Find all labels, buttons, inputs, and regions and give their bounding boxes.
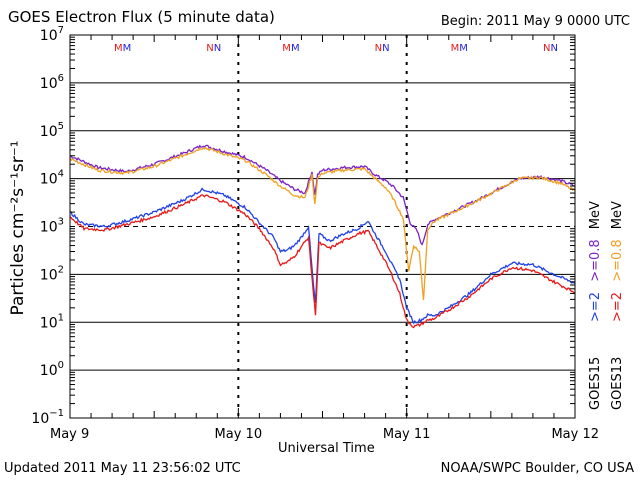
grid-layer [70, 35, 575, 418]
y-tick-label: 101 [40, 312, 64, 331]
y-tick-label: 10−1 [31, 408, 64, 427]
series-line-2 [69, 187, 576, 325]
legend-goes13-2mev: >=2 [610, 291, 625, 322]
marker-label: MM [282, 43, 299, 54]
chart-title: GOES Electron Flux (5 minute data) [8, 8, 275, 26]
y-tick-label: 107 [40, 25, 64, 44]
updated-timestamp: Updated 2011 May 11 23:56:02 UTC [4, 461, 241, 476]
legend-goes13-unit: MeV [610, 201, 625, 230]
y-tick-label: 103 [40, 217, 64, 236]
satellite-goes13: GOES13 [610, 356, 625, 410]
y-tick-label: 106 [40, 73, 64, 92]
legend-goes15-2mev: >=2 [588, 291, 603, 322]
tick-layer [69, 35, 576, 418]
satellite-goes15: GOES15 [588, 356, 603, 410]
marker-label: MM [114, 43, 131, 54]
marker-label: NN [543, 43, 558, 54]
y-tick-label: 105 [40, 121, 64, 140]
y-tick-label: 102 [40, 264, 64, 283]
y-tick-label: 104 [40, 169, 64, 188]
x-axis-label: Universal Time [278, 441, 375, 456]
series-line-1 [69, 146, 576, 301]
series-line-3 [69, 193, 576, 329]
marker-label: NN [375, 43, 390, 54]
marker-label: MM [451, 43, 468, 54]
legend-goes15: >=2 >=0.8 MeV [588, 162, 603, 322]
begin-time: Begin: 2011 May 9 0000 UTC [440, 14, 630, 29]
legend-goes15-unit: MeV [588, 201, 603, 230]
series-layer [69, 144, 576, 329]
legend-goes13: >=2 >=0.8 MeV [610, 162, 625, 322]
series-line-0 [69, 144, 576, 246]
y-tick-label: 100 [40, 360, 64, 379]
legend-goes15-08mev: >=0.8 [588, 239, 603, 282]
y-axis-label: Particles cm⁻²s⁻¹sr⁻¹ [8, 140, 28, 316]
legend-goes13-08mev: >=0.8 [610, 239, 625, 282]
x-tick-label: May 12 [551, 427, 599, 442]
x-tick-label: May 11 [383, 427, 431, 442]
x-tick-label: May 10 [215, 427, 263, 442]
x-tick-label: May 9 [50, 427, 89, 442]
marker-label: NN [206, 43, 221, 54]
credit: NOAA/SWPC Boulder, CO USA [440, 461, 634, 476]
